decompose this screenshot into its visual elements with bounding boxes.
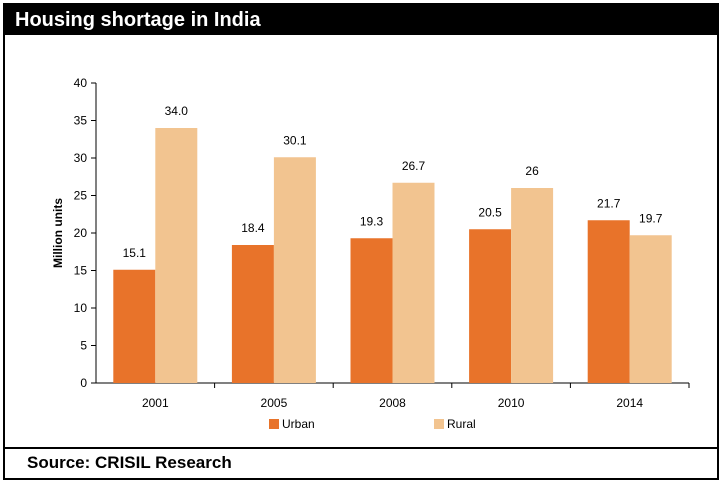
y-tick-label: 30 bbox=[74, 151, 88, 165]
bar-rural bbox=[392, 182, 435, 383]
y-tick-label: 15 bbox=[74, 264, 88, 278]
x-tick-label: 2014 bbox=[616, 396, 643, 410]
x-tick-label: 2008 bbox=[379, 396, 406, 410]
bar-rural bbox=[511, 188, 554, 383]
y-tick-label: 40 bbox=[74, 76, 88, 90]
y-tick-label: 20 bbox=[74, 226, 88, 240]
data-label-rural: 30.1 bbox=[283, 133, 307, 147]
data-label-rural: 26.7 bbox=[402, 159, 426, 173]
bar-rural bbox=[273, 157, 316, 383]
y-tick-label: 0 bbox=[80, 376, 87, 390]
data-label-urban: 18.4 bbox=[241, 221, 265, 235]
legend-swatch-urban bbox=[269, 419, 279, 429]
data-label-urban: 19.3 bbox=[360, 214, 384, 228]
y-tick-label: 35 bbox=[74, 114, 88, 128]
bar-urban bbox=[350, 238, 393, 383]
y-tick-label: 10 bbox=[74, 301, 88, 315]
chart-title: Housing shortage in India bbox=[5, 5, 717, 35]
legend-label-urban: Urban bbox=[282, 417, 315, 431]
data-label-rural: 26 bbox=[525, 164, 539, 178]
legend-label-rural: Rural bbox=[447, 417, 476, 431]
x-tick-label: 2001 bbox=[142, 396, 169, 410]
bar-urban bbox=[469, 229, 512, 383]
chart-area: 0 5 10 15 20 25 30 35 40 Million units 2001 15.1 34.… bbox=[5, 35, 717, 447]
data-label-urban: 21.7 bbox=[597, 196, 621, 210]
chart-frame: Housing shortage in India 0 5 10 15 20 25 30 35… bbox=[3, 3, 719, 480]
y-tick-label: 25 bbox=[74, 189, 88, 203]
bar-urban bbox=[231, 245, 274, 383]
x-tick-label: 2010 bbox=[498, 396, 525, 410]
data-label-rural: 19.7 bbox=[639, 211, 663, 225]
bar-urban bbox=[113, 269, 156, 383]
data-label-urban: 20.5 bbox=[478, 205, 502, 219]
bar-chart: 0 5 10 15 20 25 30 35 40 Million units 2001 15.1 34.… bbox=[51, 76, 690, 431]
source-note: Source: CRISIL Research bbox=[5, 447, 717, 478]
data-label-urban: 15.1 bbox=[123, 246, 147, 260]
data-label-rural: 34.0 bbox=[165, 104, 189, 118]
legend-swatch-rural bbox=[434, 419, 444, 429]
x-tick-label: 2005 bbox=[261, 396, 288, 410]
bar-urban bbox=[587, 220, 630, 383]
bar-rural bbox=[629, 235, 672, 383]
y-axis-title: Million units bbox=[51, 198, 65, 268]
y-tick-label: 5 bbox=[80, 339, 87, 353]
bar-rural bbox=[155, 128, 198, 383]
